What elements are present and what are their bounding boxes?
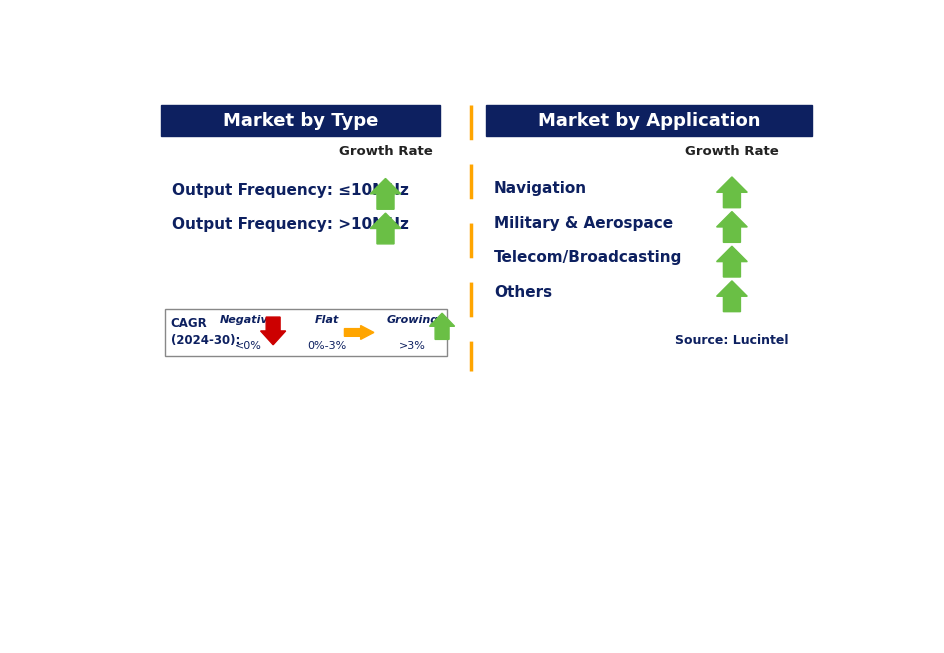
Polygon shape — [716, 246, 747, 277]
Polygon shape — [430, 313, 454, 340]
Text: <0%: <0% — [235, 341, 261, 351]
FancyBboxPatch shape — [164, 310, 447, 356]
Text: >3%: >3% — [398, 341, 426, 351]
Polygon shape — [370, 178, 400, 209]
Text: Others: Others — [494, 285, 551, 300]
Polygon shape — [716, 281, 747, 311]
Polygon shape — [344, 326, 374, 340]
Text: Growth Rate: Growth Rate — [338, 145, 432, 158]
Text: Source: Lucintel: Source: Lucintel — [674, 334, 788, 347]
Text: Military & Aerospace: Military & Aerospace — [494, 215, 672, 231]
Text: Growth Rate: Growth Rate — [684, 145, 778, 158]
Text: 0%-3%: 0%-3% — [308, 341, 346, 351]
FancyBboxPatch shape — [486, 105, 811, 136]
Text: Growing: Growing — [386, 315, 438, 325]
Text: Negative: Negative — [220, 315, 277, 325]
Text: Market by Application: Market by Application — [537, 112, 759, 130]
Polygon shape — [716, 177, 747, 208]
FancyBboxPatch shape — [160, 105, 439, 136]
Text: CAGR
(2024-30):: CAGR (2024-30): — [171, 317, 240, 347]
Text: Flat: Flat — [315, 315, 339, 325]
Polygon shape — [716, 212, 747, 242]
Polygon shape — [370, 213, 400, 244]
Text: Output Frequency: ≤10MHz: Output Frequency: ≤10MHz — [172, 182, 409, 197]
Text: Telecom/Broadcasting: Telecom/Broadcasting — [494, 250, 682, 265]
Text: Output Frequency: >10MHz: Output Frequency: >10MHz — [172, 217, 409, 232]
Polygon shape — [261, 317, 285, 345]
Text: Market by Type: Market by Type — [223, 112, 378, 130]
Text: Navigation: Navigation — [494, 181, 586, 196]
